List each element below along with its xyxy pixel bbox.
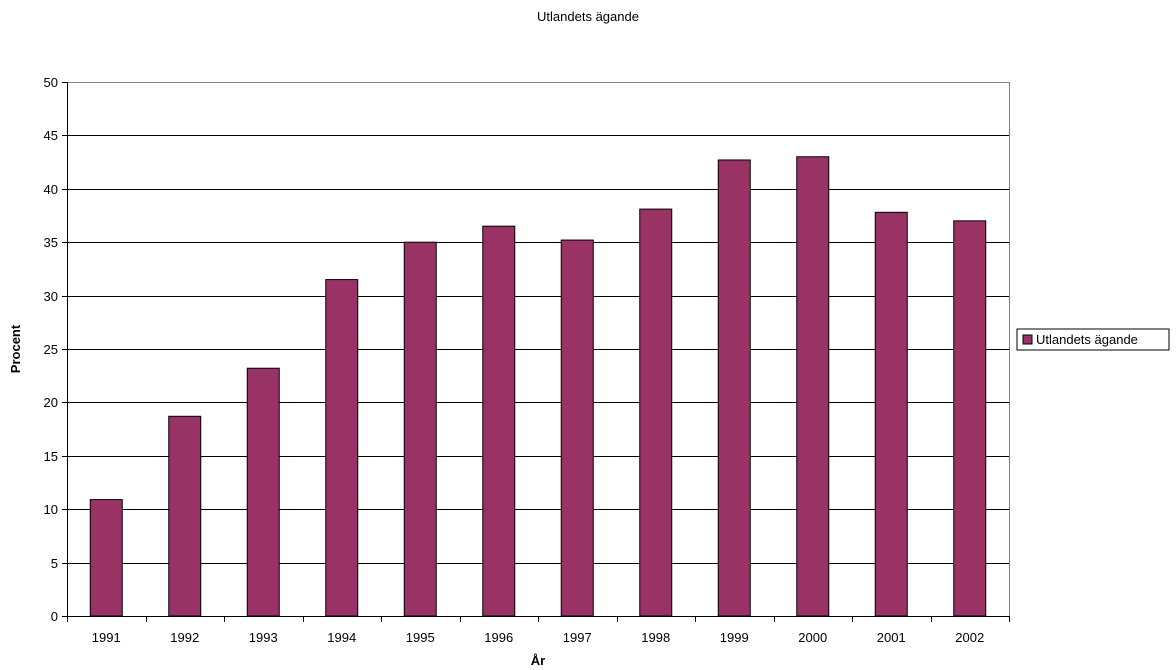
x-tick-label: 2000: [798, 630, 827, 645]
bar: [717, 159, 751, 617]
bar: [639, 208, 673, 617]
x-tick-labels: 1991 1992 1993 1994 1995 1996 1997 1998 1999 2000…: [92, 630, 984, 645]
x-tick-label: 1993: [249, 630, 278, 645]
bar: [796, 156, 830, 617]
bar: [89, 499, 123, 617]
x-tick-label: 1998: [641, 630, 670, 645]
x-tick-label: 1994: [327, 630, 356, 645]
x-tick-label: 2002: [955, 630, 984, 645]
y-tick-label: 10: [44, 502, 58, 517]
x-axis-label: År: [531, 653, 545, 668]
bar: [246, 367, 280, 617]
bar: [403, 241, 437, 617]
bar: [560, 239, 594, 617]
legend-box: [1016, 328, 1170, 351]
y-tick-label: 50: [44, 75, 58, 90]
bar: [874, 211, 908, 617]
y-tick-label: 25: [44, 342, 58, 357]
y-tick-label: 45: [44, 128, 58, 143]
legend: Utlandets ägande: [1016, 328, 1170, 351]
bar: [482, 225, 516, 617]
axes: [62, 82, 1010, 622]
y-tick-label: 5: [51, 556, 58, 571]
y-tick-label: 0: [51, 609, 58, 624]
y-axis-label: Procent: [8, 324, 23, 373]
y-tick-label: 35: [44, 235, 58, 250]
chart-title: Utlandets ägande: [537, 9, 639, 24]
x-tick-label: 1992: [170, 630, 199, 645]
x-tick-label: 1996: [484, 630, 513, 645]
y-tick-label: 15: [44, 449, 58, 464]
y-tick-label: 40: [44, 182, 58, 197]
legend-label: Utlandets ägande: [1036, 332, 1138, 347]
y-tick-label: 20: [44, 395, 58, 410]
x-tick-label: 1999: [720, 630, 749, 645]
bar: [325, 279, 359, 617]
legend-swatch: [1022, 334, 1033, 345]
bars: [89, 156, 987, 617]
bar: [168, 415, 202, 617]
x-tick-label: 1991: [92, 630, 121, 645]
x-tick-label: 2001: [877, 630, 906, 645]
bar: [953, 220, 987, 617]
x-tick-label: 1995: [406, 630, 435, 645]
x-tick-label: 1997: [563, 630, 592, 645]
y-tick-label: 30: [44, 289, 58, 304]
y-tick-labels: 0 5 10 15 20 25 30 35 40 45 50: [44, 75, 58, 624]
